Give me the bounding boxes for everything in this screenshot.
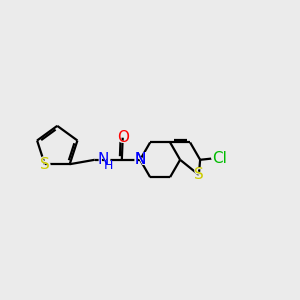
Text: Cl: Cl <box>210 149 229 167</box>
Text: N: N <box>133 151 148 169</box>
Text: N: N <box>133 151 148 169</box>
Text: S: S <box>38 155 51 173</box>
Text: S: S <box>192 166 205 184</box>
Text: Cl: Cl <box>212 151 227 166</box>
Text: S: S <box>40 157 50 172</box>
Text: H: H <box>104 159 113 172</box>
Text: N: N <box>134 152 146 167</box>
Text: N: N <box>98 152 109 167</box>
Text: O: O <box>117 130 129 145</box>
Text: N: N <box>96 151 111 169</box>
Text: S: S <box>194 167 204 182</box>
Text: O: O <box>115 129 130 147</box>
Text: N: N <box>134 152 146 167</box>
